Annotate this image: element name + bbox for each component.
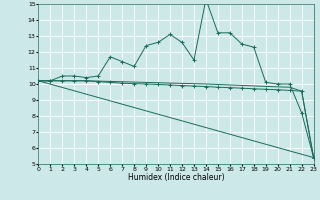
X-axis label: Humidex (Indice chaleur): Humidex (Indice chaleur): [128, 173, 224, 182]
